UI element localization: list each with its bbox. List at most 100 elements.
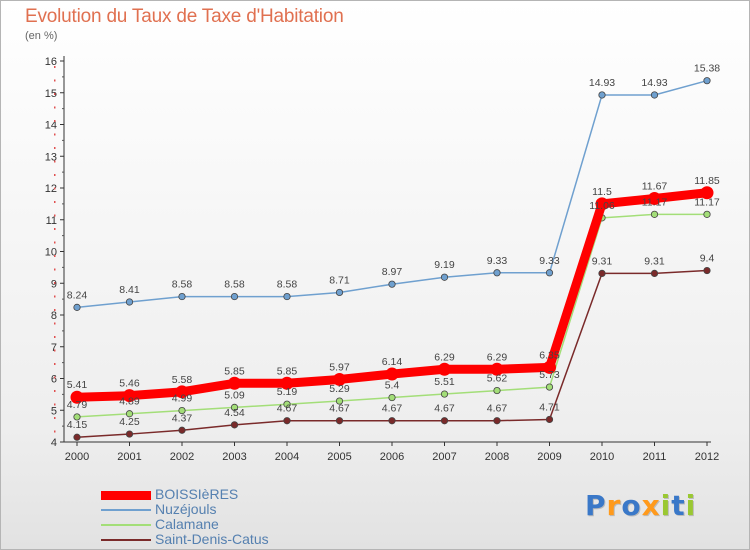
x-tick-label: 2007: [432, 451, 456, 463]
y-tick-label: 11: [46, 215, 57, 227]
y-axis-dot: [54, 228, 56, 230]
y-axis-dot: [54, 390, 56, 392]
y-axis-dot: [54, 160, 56, 163]
data-label: 5.29: [329, 383, 350, 395]
data-point: [73, 433, 81, 441]
data-point: [648, 191, 661, 205]
data-point: [598, 269, 606, 278]
data-label: 14.93: [589, 77, 615, 89]
x-tick-label: 2010: [590, 451, 614, 463]
data-point: [440, 390, 449, 398]
data-label: 5.46: [119, 378, 140, 390]
data-point: [493, 269, 501, 277]
y-axis-dot: [54, 295, 56, 298]
x-tick-label: 2004: [275, 451, 299, 463]
data-point: [125, 430, 134, 438]
data-point: [388, 393, 396, 402]
y-tick-label: 13: [45, 151, 57, 163]
data-label: 9.33: [539, 255, 560, 267]
data-point: [493, 386, 501, 395]
y-tick-label: 12: [45, 183, 57, 195]
data-point: [545, 269, 554, 277]
data-labels-layer: 5.41 5.46 5.58 5.85 5.85 5.97 6.14 6.29 6.29 6.35…: [67, 63, 721, 432]
data-point: [335, 397, 344, 405]
y-tick-label: 5: [51, 405, 57, 417]
brand-letter: P: [585, 489, 607, 522]
data-label: 11.17: [642, 196, 668, 208]
data-point: [703, 210, 711, 218]
data-label: 8.41: [119, 284, 140, 296]
data-label: 6.29: [487, 351, 508, 363]
series-layer: [70, 77, 714, 441]
data-point: [283, 417, 291, 425]
data-point: [700, 186, 714, 200]
data-point: [283, 400, 291, 408]
data-label: 4.67: [434, 403, 455, 415]
data-label: 9.19: [434, 259, 455, 271]
data-point: [280, 376, 294, 390]
x-tick-label: 2006: [380, 451, 404, 463]
y-axis-dot: [54, 363, 56, 365]
y-tick-label: 7: [51, 342, 57, 354]
data-label: 4.67: [382, 403, 403, 415]
data-point: [385, 367, 399, 381]
x-tick-label: 2000: [65, 451, 89, 463]
data-label: 8.58: [224, 279, 245, 291]
data-point: [230, 292, 239, 301]
data-point: [125, 410, 134, 418]
series-1: [73, 77, 711, 311]
data-label: 8.58: [277, 279, 298, 291]
data-label: 4.54: [224, 407, 245, 419]
brand-letter: t: [671, 489, 686, 522]
legend-label: Saint-Denis-Catus: [155, 531, 269, 547]
data-point: [70, 390, 84, 404]
x-tick-label: 2011: [643, 451, 667, 463]
data-label: 15.38: [694, 63, 720, 75]
data-label: 9.4: [700, 253, 715, 265]
data-label: 11.5: [592, 186, 612, 198]
data-point: [73, 413, 81, 421]
brand-letter: o: [621, 489, 642, 522]
data-point: [230, 403, 239, 411]
data-point: [703, 266, 711, 275]
data-point: [73, 303, 81, 311]
data-label: 5.41: [67, 379, 88, 391]
data-point: [335, 288, 344, 297]
series-3: [73, 266, 711, 441]
data-label: 4.37: [172, 412, 193, 424]
x-tick-label: 2002: [170, 451, 194, 463]
x-tick-label: 2003: [222, 451, 246, 463]
y-axis-dot: [54, 417, 56, 419]
y-tick-label: 10: [45, 247, 57, 259]
data-label: 4.15: [67, 419, 88, 431]
y-axis-dot: [54, 147, 56, 149]
y-axis-dot: [54, 241, 56, 244]
y-tick-label: 9: [51, 278, 57, 290]
chart-title: Evolution du Taux de Taxe d'Habitation: [25, 6, 344, 27]
brand-letter: x: [641, 489, 661, 522]
data-point: [175, 385, 189, 399]
data-point: [123, 389, 136, 403]
data-label: 9.31: [592, 255, 613, 267]
y-axis-dot: [54, 133, 56, 136]
data-label: 5.51: [434, 376, 455, 388]
data-point: [545, 415, 554, 424]
y-axis-dot: [54, 187, 56, 190]
data-label: 11.06: [589, 200, 615, 212]
data-label: 4.67: [277, 403, 298, 415]
data-label: 4.67: [487, 403, 508, 415]
brand-letter: i: [660, 489, 672, 522]
data-point: [333, 372, 346, 386]
y-axis-dot: [54, 430, 56, 433]
y-axis-dot: [54, 309, 56, 311]
data-label: 9.33: [487, 255, 508, 267]
data-label: 8.24: [67, 289, 88, 301]
data-label: 4.25: [119, 416, 140, 428]
legend-label: Calamane: [155, 516, 219, 532]
legend-swatch: [101, 539, 151, 541]
data-label: 11.67: [642, 180, 668, 192]
legend-label: Nuzéjouls: [155, 501, 217, 517]
data-point: [125, 298, 134, 306]
x-tick-label: 2009: [537, 451, 561, 463]
